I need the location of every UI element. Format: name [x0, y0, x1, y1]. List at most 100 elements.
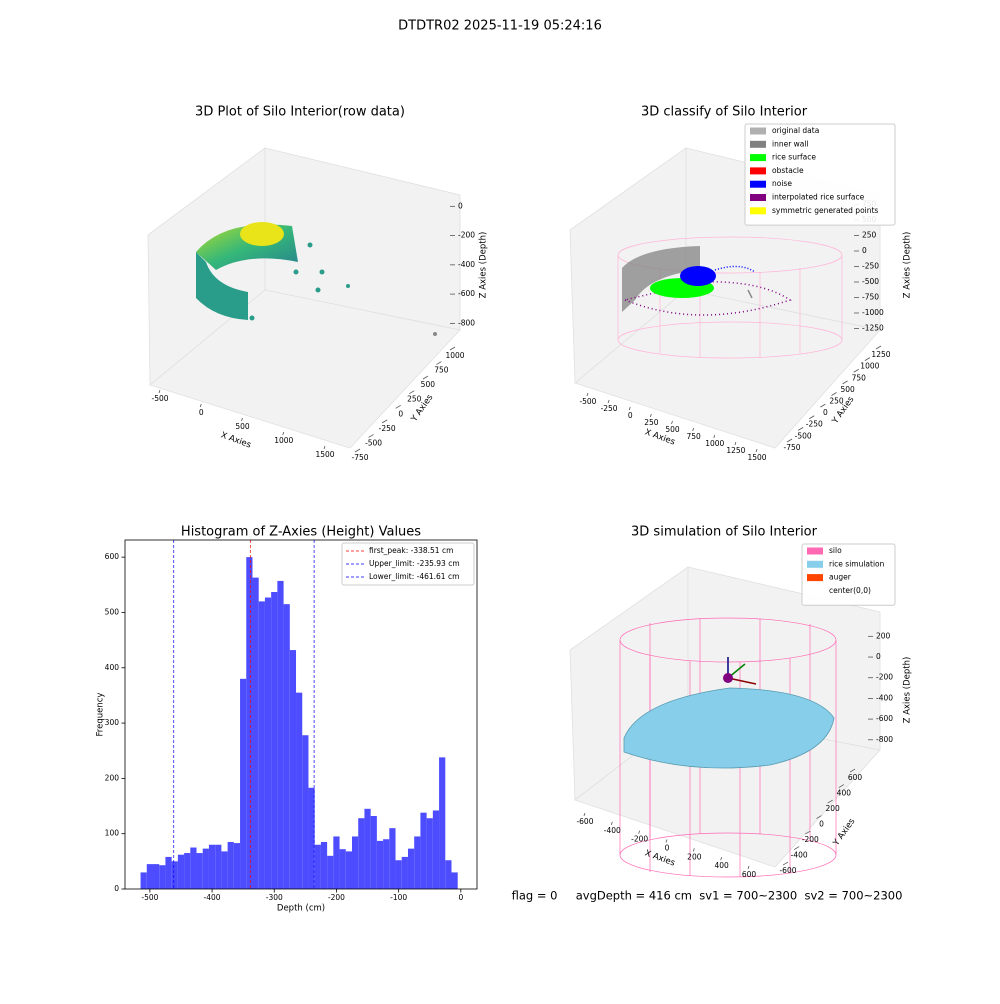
- y-tick-label: 200: [826, 804, 841, 813]
- z-tick-label: -200: [458, 231, 475, 240]
- bar: [152, 864, 160, 889]
- z-tick-label: -800: [458, 318, 475, 327]
- y-tick-mark: [831, 392, 837, 396]
- z-tick-label: -400: [458, 260, 475, 269]
- y-tick-mark: [864, 357, 871, 361]
- bar: [345, 851, 352, 889]
- bar: [177, 854, 185, 889]
- y-tick-label: 500: [105, 607, 120, 616]
- y-tick-mark: [797, 427, 804, 431]
- x-tick-label: 500: [665, 425, 680, 434]
- bar: [407, 848, 415, 889]
- y-tick-label: -750: [351, 453, 368, 462]
- z-tick-label: -400: [876, 693, 893, 702]
- z-tick-label: 200: [876, 631, 891, 640]
- legend-label: Lower_limit: -461.61 cm: [369, 572, 459, 581]
- classified-cloud: [617, 236, 843, 359]
- x-tick-label: 0: [199, 408, 204, 417]
- y-tick-mark: [820, 403, 826, 408]
- x-tick-label: 0: [458, 893, 463, 902]
- y-tick-mark: [853, 368, 859, 373]
- x-tick-mark: [607, 399, 610, 404]
- y-tick-label: 750: [852, 373, 867, 382]
- y-tick-label: 500: [421, 380, 436, 389]
- x-tick-mark: [671, 420, 673, 425]
- x-tick-mark: [747, 865, 750, 870]
- legend-label: rice simulation: [829, 559, 885, 568]
- y-tick-label: 400: [105, 663, 120, 672]
- point-cloud: [196, 222, 437, 336]
- y-tick-label: 600: [848, 773, 863, 782]
- x-tick-mark: [583, 812, 586, 817]
- y-tick-label: 0: [819, 820, 824, 829]
- chart-title: 3D simulation of Silo Interior: [631, 525, 818, 540]
- y-tick-label: -500: [365, 438, 382, 447]
- legend-swatch: [807, 587, 823, 595]
- bar: [314, 844, 321, 889]
- y-tick-label: 300: [105, 718, 120, 727]
- y-tick-label: 400: [837, 789, 852, 798]
- x-tick-label: 600: [742, 870, 757, 879]
- y-tick-mark: [449, 346, 456, 351]
- bar: [271, 591, 278, 889]
- y-tick-label: 1000: [445, 351, 464, 360]
- y-tick-mark: [368, 434, 374, 438]
- y-tick-label: 0: [114, 884, 119, 893]
- x-tick-mark: [755, 448, 758, 453]
- legend-box: [744, 123, 896, 226]
- y-tick-label: 750: [434, 366, 449, 375]
- legend-label: center(0,0): [829, 586, 871, 595]
- x-tick-mark: [692, 427, 695, 432]
- bar: [159, 865, 166, 889]
- y-tick-label: 250: [829, 397, 844, 406]
- z-tick-label: -250: [862, 262, 879, 271]
- z-tick-label: -1000: [862, 308, 884, 317]
- bar: [227, 841, 234, 889]
- bar: [202, 848, 209, 889]
- legend-label: obstacle: [772, 166, 804, 175]
- z-tick-label: -800: [876, 735, 893, 744]
- legend-swatch: [750, 140, 766, 148]
- bar: [327, 855, 334, 889]
- y-tick-label: -400: [791, 851, 808, 860]
- bar: [358, 818, 365, 889]
- x-tick-mark: [720, 857, 723, 861]
- legend-label: auger: [829, 573, 852, 582]
- footer: flag = 0 avgDepth = 416 cm sv1 = 700~230…: [512, 889, 903, 903]
- x-tick-mark: [586, 392, 589, 397]
- legend-box: [801, 543, 896, 606]
- y-axis-label: Frequency: [96, 693, 106, 737]
- figure-title: DTDTR02 2025-11-19 05:24:16: [398, 19, 602, 34]
- y-tick-mark: [849, 768, 856, 773]
- bar: [370, 815, 377, 889]
- bar: [432, 810, 440, 889]
- y-tick-label: 0: [823, 408, 828, 417]
- x-tick-mark: [713, 434, 716, 439]
- bar: [190, 847, 197, 889]
- axis-label: Z Axies (Depth): [479, 232, 489, 299]
- z-tick-label: -600: [458, 289, 475, 298]
- y-tick-label: -250: [379, 424, 396, 433]
- x-tick-label: 0: [628, 411, 633, 420]
- legend-swatch: [750, 207, 766, 215]
- legend-label: original data: [772, 126, 819, 135]
- x-tick-label: 200: [687, 852, 702, 861]
- bar: [283, 604, 290, 889]
- y-tick-label: 1250: [871, 350, 890, 359]
- x-tick-mark: [199, 403, 202, 408]
- z-tick-label: -200: [876, 673, 893, 682]
- bar: [240, 678, 247, 889]
- legend-swatch: [807, 574, 823, 582]
- x-tick-label: -200: [631, 835, 648, 844]
- bar: [146, 864, 153, 889]
- bar: [233, 843, 241, 889]
- bar: [389, 828, 396, 889]
- z-tick-label: -750: [862, 293, 879, 302]
- x-tick-mark: [692, 848, 695, 852]
- legend-label: silo: [829, 546, 842, 555]
- y-tick-mark: [786, 438, 793, 443]
- bar: [395, 860, 402, 889]
- y-tick-mark: [816, 815, 822, 819]
- x-tick-label: -500: [151, 394, 168, 403]
- bar: [165, 856, 172, 889]
